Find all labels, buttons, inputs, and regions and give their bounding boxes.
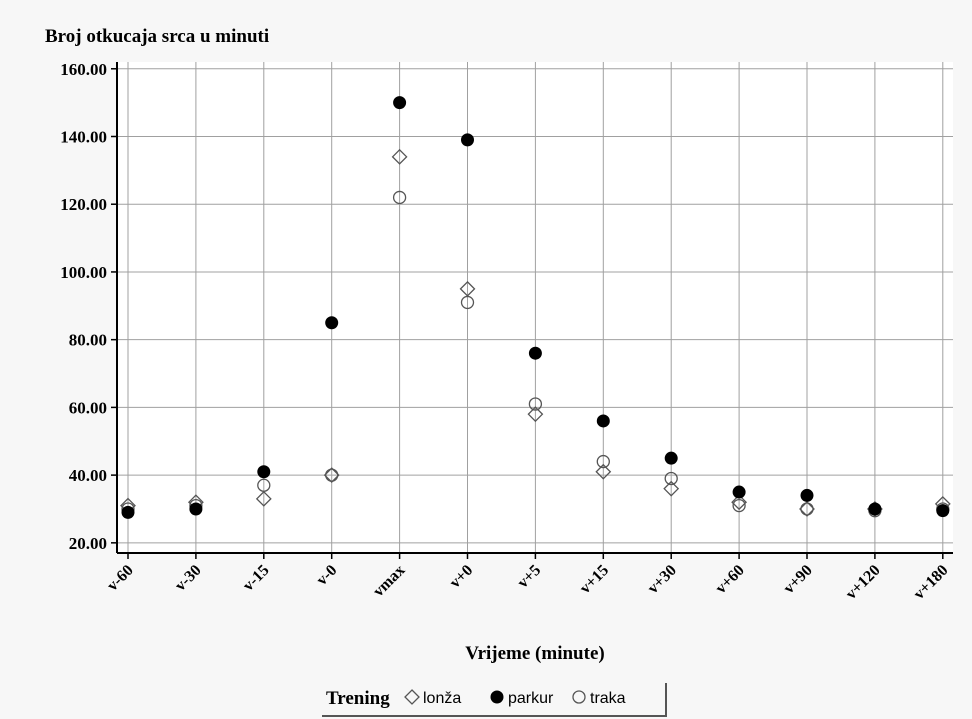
data-point-parkur bbox=[325, 316, 339, 330]
x-axis-label: Vrijeme (minute) bbox=[465, 643, 604, 664]
data-point-lon-a bbox=[595, 463, 612, 480]
data-point-traka bbox=[800, 502, 814, 516]
y-tick-label: 140.00 bbox=[60, 127, 107, 146]
y-tick-label: 80.00 bbox=[69, 331, 107, 350]
legend-items: lonža parkur traka bbox=[404, 689, 626, 707]
data-point-traka bbox=[664, 471, 678, 486]
data-point-lon-a bbox=[527, 406, 544, 423]
data-point-parkur bbox=[461, 133, 474, 147]
data-point-lon-a bbox=[323, 467, 340, 484]
y-tick-label: 160.00 bbox=[60, 60, 107, 79]
data-point-lon-a bbox=[731, 494, 748, 511]
data-point-parkur bbox=[393, 96, 407, 110]
y-tick-label: 60.00 bbox=[69, 398, 107, 417]
data-point-parkur bbox=[664, 451, 678, 465]
data-point-traka bbox=[732, 498, 746, 513]
data-point-parkur bbox=[257, 465, 271, 479]
data-point-parkur bbox=[121, 505, 135, 519]
data-point-parkur bbox=[936, 504, 950, 518]
y-tick-label: 40.00 bbox=[69, 466, 107, 485]
data-point-lon-a bbox=[255, 490, 272, 507]
y-tick-label: 100.00 bbox=[60, 263, 107, 282]
legend-marker-lon-a bbox=[404, 689, 420, 705]
data-point-traka bbox=[460, 295, 475, 310]
grid-lines bbox=[117, 62, 953, 553]
legend-label-parkur: parkur bbox=[508, 690, 554, 707]
data-point-traka bbox=[325, 468, 339, 482]
legend: Trening lonža parkur traka bbox=[322, 683, 667, 717]
data-point-lon-a bbox=[391, 148, 408, 165]
data-points bbox=[120, 96, 951, 519]
data-point-traka bbox=[528, 397, 543, 411]
axes bbox=[111, 62, 953, 559]
data-point-parkur bbox=[732, 485, 746, 499]
data-point-lon-a bbox=[799, 501, 815, 517]
data-point-parkur bbox=[800, 488, 814, 502]
legend-marker-traka bbox=[572, 690, 586, 704]
y-tick-label: 20.00 bbox=[69, 534, 107, 553]
data-point-traka bbox=[596, 454, 610, 469]
legend-title: Trening bbox=[326, 688, 390, 709]
data-point-lon-a bbox=[663, 480, 680, 497]
data-point-parkur bbox=[528, 346, 542, 360]
legend-label-traka: traka bbox=[590, 690, 626, 707]
chart-title: Broj otkucaja srca u minuti bbox=[45, 26, 269, 47]
y-tick-label: 120.00 bbox=[60, 195, 107, 214]
y-tick-labels: 20.00 40.00 60.00 80.00 100.00 120.00 140.00 16… bbox=[60, 60, 107, 553]
data-point-traka bbox=[392, 190, 407, 205]
legend-marker-parkur bbox=[490, 690, 504, 704]
data-point-traka bbox=[257, 478, 271, 492]
data-point-parkur bbox=[868, 502, 882, 516]
data-point-parkur bbox=[596, 414, 610, 428]
data-point-parkur bbox=[189, 502, 203, 516]
legend-label-lon-a: lonža bbox=[423, 690, 461, 707]
